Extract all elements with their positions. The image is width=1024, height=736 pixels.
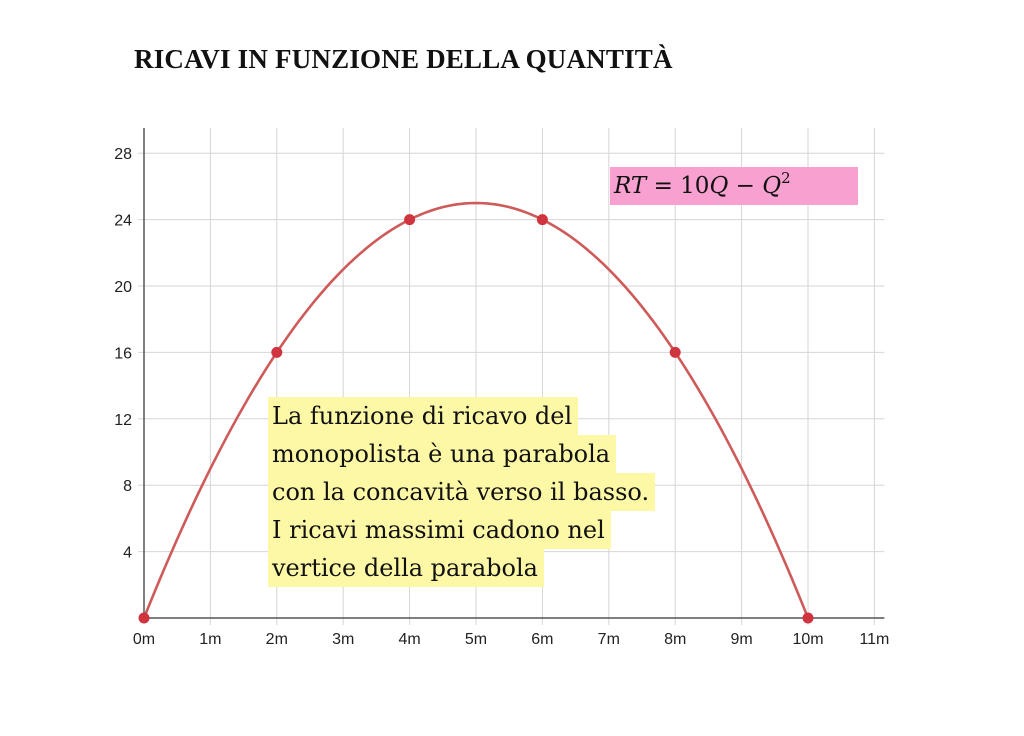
note-line: con la concavità verso il basso. bbox=[268, 473, 656, 511]
data-point bbox=[669, 346, 681, 358]
formula-var-1: Q bbox=[709, 173, 729, 199]
data-point bbox=[404, 214, 416, 226]
y-tick-label: 28 bbox=[114, 146, 132, 163]
y-tick-label: 8 bbox=[123, 478, 132, 495]
y-tick-label: 4 bbox=[123, 545, 132, 562]
x-tick-label: 3m bbox=[332, 631, 354, 648]
data-points bbox=[138, 214, 814, 624]
x-tick-label: 2m bbox=[266, 631, 288, 648]
formula-equals: = bbox=[653, 173, 673, 199]
note-line: vertice della parabola bbox=[268, 549, 544, 587]
x-tick-label: 11m bbox=[859, 631, 889, 648]
x-tick-label: 10m bbox=[792, 631, 823, 648]
chart-axes bbox=[143, 128, 885, 619]
x-tick-label: 6m bbox=[531, 631, 553, 648]
note-box: La funzione di ricavo del monopolista è … bbox=[268, 397, 656, 587]
data-point bbox=[536, 214, 548, 226]
y-tick-label: 12 bbox=[114, 412, 132, 429]
x-tick-label: 4m bbox=[398, 631, 420, 648]
formula-lhs: RT bbox=[614, 173, 647, 199]
page-title: RICAVI IN FUNZIONE DELLA QUANTITÀ bbox=[134, 44, 673, 74]
tick-labels: 0m 1m 2m 3m 4m 5m 6m 7m 8m 9m 10m 11m 4 8 12 16 20 24 28 bbox=[114, 146, 889, 648]
x-tick-label: 0m bbox=[133, 631, 155, 648]
x-tick-label: 8m bbox=[664, 631, 686, 648]
y-tick-label: 16 bbox=[114, 345, 132, 362]
x-tick-label: 7m bbox=[598, 631, 620, 648]
x-tick-label: 5m bbox=[465, 631, 487, 648]
x-tick-label: 9m bbox=[730, 631, 752, 648]
formula-box: RT = 10Q − Q2 bbox=[610, 167, 858, 205]
data-point bbox=[802, 612, 814, 624]
y-tick-label: 24 bbox=[114, 213, 132, 230]
formula-coefficient: 10 bbox=[680, 173, 710, 199]
x-tick-label: 1m bbox=[199, 631, 221, 648]
note-line: monopolista è una parabola bbox=[268, 435, 617, 473]
revenue-curve bbox=[142, 201, 810, 619]
note-line: La funzione di ricavo del bbox=[268, 397, 579, 435]
data-point bbox=[138, 612, 150, 624]
formula-var-2: Q bbox=[762, 173, 782, 199]
data-point bbox=[271, 346, 283, 358]
y-tick-label: 20 bbox=[114, 279, 132, 296]
formula-minus: − bbox=[735, 173, 755, 199]
note-line: I ricavi massimi cadono nel bbox=[268, 511, 611, 549]
formula-exponent: 2 bbox=[781, 169, 791, 187]
